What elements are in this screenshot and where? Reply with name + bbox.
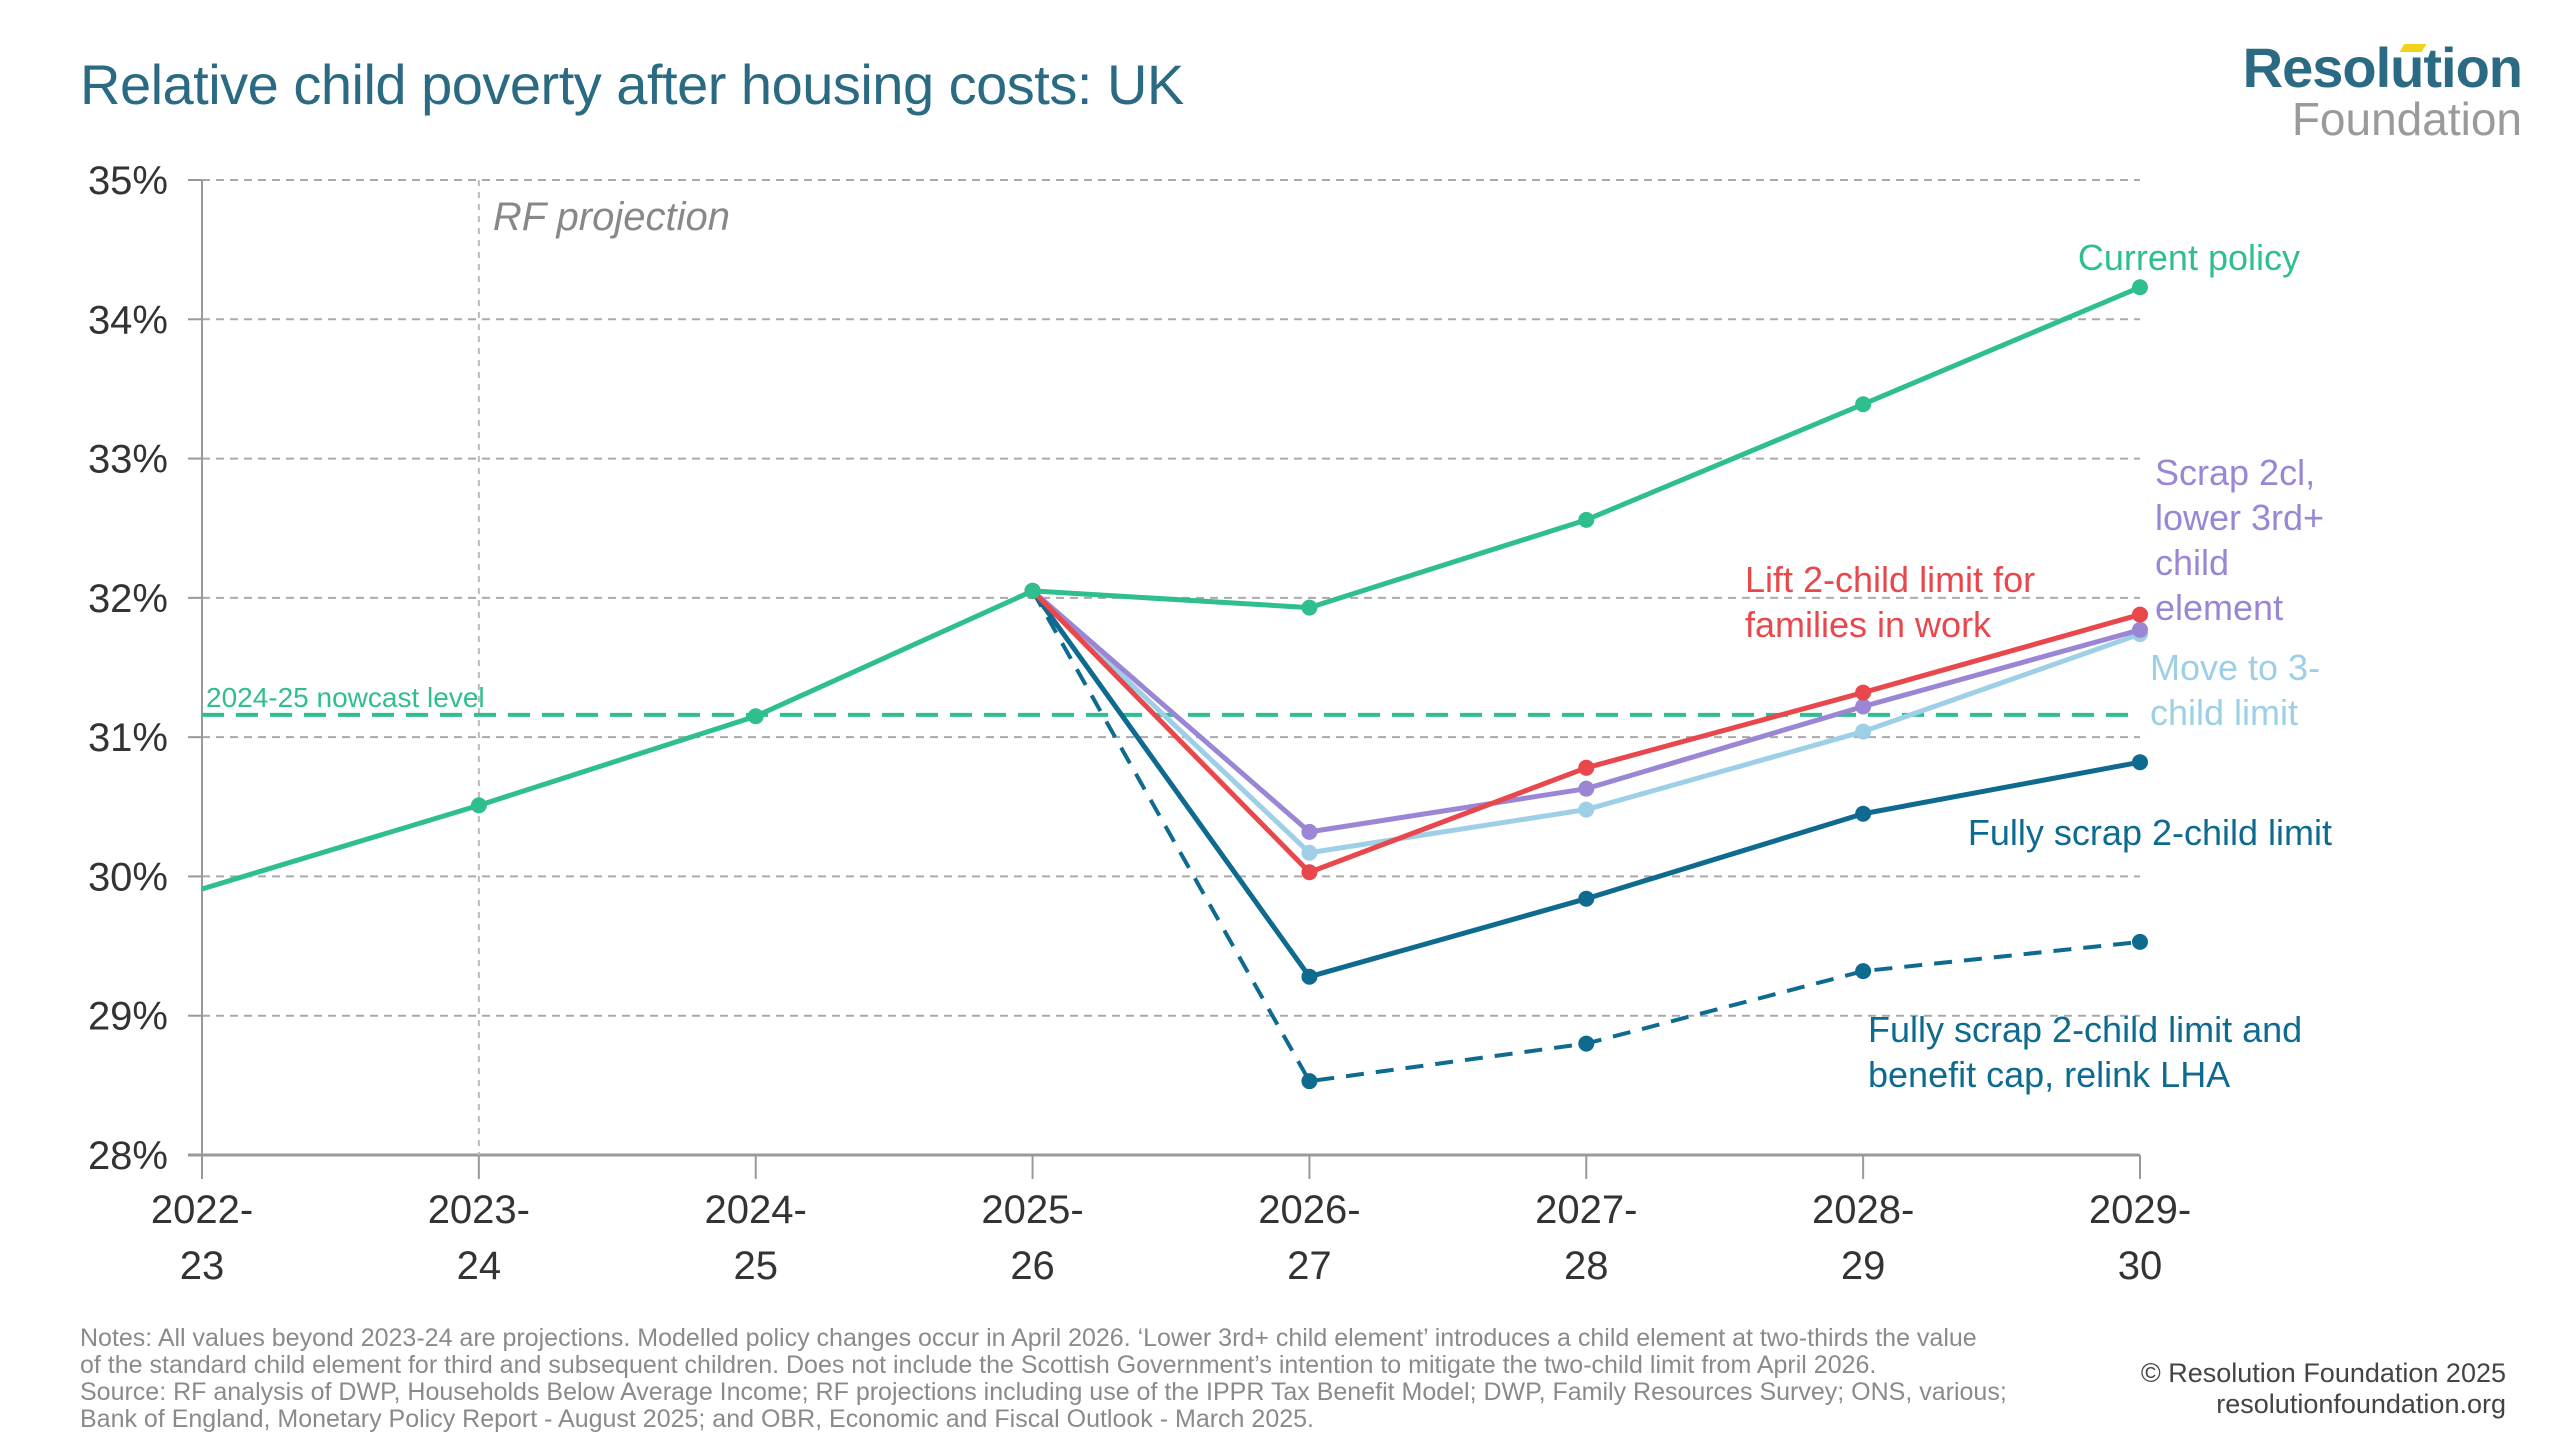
x-tick-label: 23 xyxy=(180,1244,225,1288)
x-tick-label: 2027- xyxy=(1535,1188,1637,1232)
x-tick-label: 27 xyxy=(1287,1244,1332,1288)
series-label-line: Fully scrap 2-child limit xyxy=(1968,812,2332,853)
y-tick-label: 29% xyxy=(88,995,168,1039)
y-tick-label: 33% xyxy=(88,438,168,482)
data-point xyxy=(1301,844,1318,861)
series-label: Lift 2-child limit for families in work xyxy=(1745,559,2035,645)
series-label: Fully scrap 2-child limit and benefit cap… xyxy=(1868,1009,2302,1095)
data-point xyxy=(1855,396,1872,413)
data-point xyxy=(1855,684,1872,701)
nowcast-label: 2024-25 nowcast level xyxy=(206,682,485,713)
data-point xyxy=(1301,968,1318,985)
series-label-line: families in work xyxy=(1745,604,1992,645)
data-point xyxy=(1578,890,1595,907)
projection-label: RF projection xyxy=(493,195,730,239)
y-tick-label: 30% xyxy=(88,855,168,899)
series xyxy=(201,279,2148,1090)
x-tick-label: 2028- xyxy=(1812,1188,1914,1232)
website-link[interactable]: resolutionfoundation.org xyxy=(2216,1389,2506,1419)
data-point xyxy=(2132,606,2148,623)
data-point xyxy=(1301,823,1318,840)
series-label-line: Lift 2-child limit for xyxy=(1745,559,2035,600)
logo-wordmark-bottom: Foundation xyxy=(2291,93,2522,145)
series-label-line: element xyxy=(2155,587,2283,628)
x-tick-label: 28 xyxy=(1564,1244,1609,1288)
data-point xyxy=(1855,698,1872,715)
y-tick-label: 28% xyxy=(88,1134,168,1178)
series-label-line: benefit cap, relink LHA xyxy=(1868,1054,2230,1095)
y-tick-label: 31% xyxy=(88,716,168,760)
chart-title: Relative child poverty after housing cos… xyxy=(80,53,1184,116)
notes-line: Notes: All values beyond 2023-24 are pro… xyxy=(80,1324,1977,1352)
data-point xyxy=(2132,754,2148,771)
series-label-line: Move to 3- xyxy=(2150,647,2320,688)
data-point xyxy=(1301,864,1318,881)
data-point xyxy=(1301,1073,1318,1090)
chart-notes: Notes: All values beyond 2023-24 are pro… xyxy=(80,1325,2150,1433)
data-point xyxy=(1024,582,1041,599)
data-point xyxy=(1578,759,1595,776)
x-tick-label: 2024- xyxy=(705,1188,807,1232)
copyright-block: © Resolution Foundation 2025 resolutionf… xyxy=(2141,1358,2506,1420)
data-point xyxy=(1578,780,1595,797)
x-tick-label: 2023- xyxy=(428,1188,530,1232)
data-point xyxy=(1578,801,1595,818)
series-labels: Current policy Scrap 2cl, lower 3rd+ child e… xyxy=(1745,237,2332,1095)
data-point xyxy=(2132,933,2148,950)
data-point xyxy=(2132,621,2148,638)
series-label: Move to 3-child limit xyxy=(2150,647,2320,733)
data-point xyxy=(1301,599,1318,616)
y-tick-label: 32% xyxy=(88,577,168,621)
y-tick-label: 34% xyxy=(88,298,168,342)
data-point xyxy=(470,797,487,814)
x-tick-label: 2026- xyxy=(1258,1188,1360,1232)
data-point xyxy=(1855,805,1872,822)
x-tick-label: 26 xyxy=(1010,1244,1055,1288)
series-label: Scrap 2cl, lower 3rd+ child element xyxy=(2155,452,2324,628)
y-tick-label: 35% xyxy=(88,159,168,203)
logo-wordmark-top: Resolution xyxy=(2242,36,2523,99)
data-point xyxy=(747,708,764,725)
series-label-line: child xyxy=(2155,542,2229,583)
annotations: RF projection 2024-25 nowcast level xyxy=(202,180,2140,1155)
notes-line: Source: RF analysis of DWP, Households B… xyxy=(80,1378,2007,1406)
x-tick-label: 29 xyxy=(1841,1244,1886,1288)
axes: 28% 29% 30% 31% 32% 33% 34% 35% 2022- 23 2023- 24 20… xyxy=(88,159,2191,1288)
notes-line: of the standard child element for third … xyxy=(80,1351,1877,1379)
x-tick-label: 25 xyxy=(733,1244,778,1288)
x-tick-label: 2025- xyxy=(981,1188,1083,1232)
data-point xyxy=(2132,279,2148,296)
resolution-foundation-logo: Resolution Foundation xyxy=(2242,36,2523,145)
data-point xyxy=(1855,963,1872,980)
series-label-line: Current policy xyxy=(2078,237,2300,278)
copyright-text: © Resolution Foundation 2025 xyxy=(2140,1358,2506,1388)
data-point xyxy=(1578,511,1595,528)
series-label: Current policy xyxy=(2078,237,2300,278)
series-label-line: child limit xyxy=(2150,692,2298,733)
x-tick-label: 30 xyxy=(2118,1244,2163,1288)
data-point xyxy=(1855,723,1872,740)
series-label: Fully scrap 2-child limit xyxy=(1968,812,2332,853)
series-label-line: lower 3rd+ xyxy=(2155,497,2324,538)
series-label-line: Fully scrap 2-child limit and xyxy=(1868,1009,2302,1050)
x-tick-label: 2029- xyxy=(2089,1188,2191,1232)
series-label-line: Scrap 2cl, xyxy=(2155,452,2315,493)
x-tick-label: 24 xyxy=(457,1244,502,1288)
x-tick-label: 2022- xyxy=(151,1188,253,1232)
notes-line: Bank of England, Monetary Policy Report … xyxy=(80,1405,1314,1433)
series-line xyxy=(201,284,2141,892)
data-point xyxy=(1578,1035,1595,1052)
